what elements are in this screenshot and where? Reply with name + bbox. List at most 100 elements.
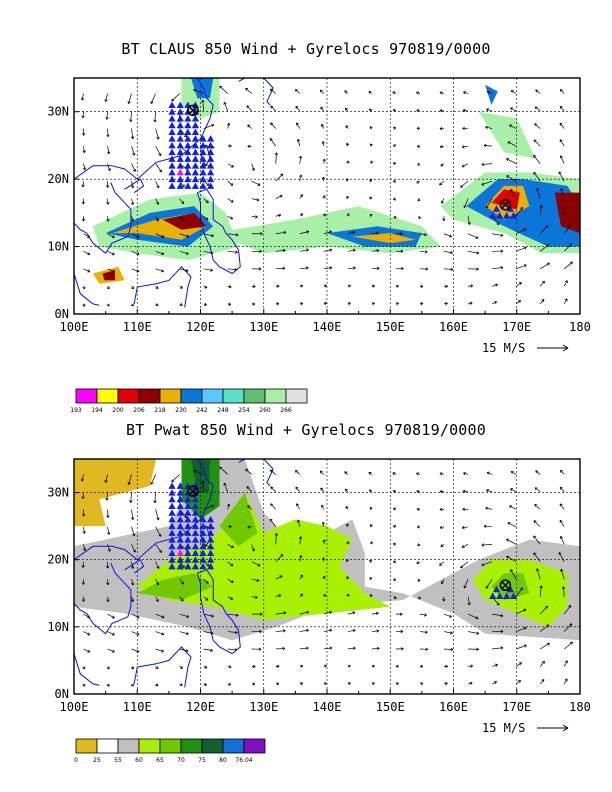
wind-arrowhead — [559, 503, 563, 507]
field-contour — [554, 192, 580, 234]
wind-arrowhead — [416, 91, 420, 95]
chart-title-top: BT CLAUS 850 Wind + Gyrelocs 970819/0000 — [121, 40, 491, 58]
wind-arrow — [539, 585, 542, 597]
wind-arrowhead — [230, 545, 234, 549]
reference-vector-arrowhead — [562, 724, 569, 732]
wind-arrow — [155, 128, 159, 140]
station-triangle — [168, 549, 176, 556]
station-triangle — [207, 135, 215, 142]
wind-arrow — [179, 596, 184, 602]
wind-arrowhead — [440, 544, 444, 548]
wind-arrow — [227, 503, 230, 510]
wind-arrowhead — [305, 646, 309, 650]
wind-arrowhead — [81, 496, 85, 500]
wind-arrowhead — [106, 599, 110, 603]
y-tick-label: 0N — [55, 307, 69, 321]
wind-arrowhead — [321, 176, 326, 180]
wind-arrowhead — [106, 683, 110, 687]
station-triangle — [184, 182, 192, 189]
wind-arrow — [558, 171, 565, 182]
station-triangle — [184, 529, 192, 536]
wind-arrowhead — [283, 611, 287, 615]
wind-arrow — [515, 246, 527, 252]
wind-arrowhead — [558, 171, 562, 175]
station-triangle — [199, 515, 207, 523]
wind-arrowhead — [393, 126, 397, 130]
wind-arrow — [107, 648, 115, 653]
wind-arrow — [467, 250, 479, 254]
wind-arrowhead — [393, 215, 397, 219]
wind-arrow — [107, 613, 115, 619]
wind-arrowhead — [295, 89, 298, 93]
wind-arrowhead — [533, 139, 537, 143]
wind-arrow — [275, 533, 277, 545]
wind-arrow — [299, 267, 309, 270]
wind-arrow — [323, 629, 332, 632]
wind-arrowhead — [371, 664, 375, 668]
colorbar-swatch — [180, 388, 203, 404]
station-triangle — [207, 542, 215, 550]
x-tick-label: 140E — [313, 320, 342, 334]
station-triangle — [176, 495, 184, 503]
wind-arrowhead — [228, 302, 232, 306]
wind-arrowhead — [396, 682, 399, 686]
wind-arrow — [83, 648, 91, 653]
wind-arrow — [515, 264, 527, 270]
wind-arrowhead — [476, 251, 480, 255]
wind-arrow — [462, 490, 469, 493]
x-tick-label: 180 — [569, 700, 591, 714]
wind-arrow — [535, 470, 541, 475]
wind-arrowhead — [441, 200, 444, 204]
coastline — [74, 222, 94, 244]
wind-arrowhead — [534, 503, 538, 507]
wind-arrow — [468, 285, 473, 287]
station-triangle — [184, 522, 192, 530]
wind-arrow — [219, 466, 228, 475]
wind-arrowhead — [560, 568, 564, 572]
station-triangle — [506, 205, 515, 212]
wind-arrow — [347, 267, 356, 270]
wind-arrowhead — [257, 563, 261, 567]
station-markers — [168, 482, 518, 599]
wind-arrow — [510, 107, 517, 112]
station-triangle — [176, 155, 184, 162]
wind-arrowhead — [246, 486, 250, 490]
wind-arrowhead — [320, 487, 324, 491]
wind-arrow — [347, 647, 356, 650]
wind-arrow — [486, 91, 493, 94]
wind-arrowhead — [320, 106, 324, 110]
wind-arrowhead — [81, 218, 86, 222]
wind-arrowhead — [347, 284, 351, 288]
reference-vector-label: 15 M/S — [482, 721, 525, 735]
wind-arrow — [533, 171, 541, 182]
gyre-center-marker — [187, 485, 199, 498]
wind-arrowhead — [87, 252, 91, 256]
coastline — [200, 144, 211, 167]
wind-arrow — [510, 471, 517, 475]
wind-arrowhead — [420, 664, 424, 669]
wind-arrowhead — [441, 581, 444, 585]
colorbar-label: 242 — [196, 407, 208, 414]
colorbar: 0 25 55 60 65 70 75 80 76.04 — [74, 738, 266, 764]
wind-arrowhead — [500, 613, 504, 618]
wind-arrow — [227, 561, 234, 567]
wind-arrow — [506, 175, 517, 182]
y-tick-label: 30N — [47, 486, 69, 500]
wind-arrowhead — [300, 664, 304, 668]
wind-arrowhead — [439, 126, 443, 131]
wind-arrowhead — [420, 284, 424, 288]
wind-arrow — [560, 568, 565, 580]
wind-arrow — [509, 124, 517, 129]
wind-arrowhead — [106, 218, 110, 222]
wind-arrowhead — [510, 569, 514, 573]
wind-arrow — [227, 578, 234, 583]
wind-arrow — [322, 557, 325, 562]
wind-arrow — [539, 244, 550, 252]
wind-arrowhead — [470, 664, 474, 668]
x-tick-label: 180 — [569, 320, 591, 334]
station-triangle — [199, 141, 207, 149]
wind-arrowhead — [345, 506, 349, 509]
wind-arrowhead — [347, 302, 351, 306]
wind-arrow — [155, 216, 159, 222]
